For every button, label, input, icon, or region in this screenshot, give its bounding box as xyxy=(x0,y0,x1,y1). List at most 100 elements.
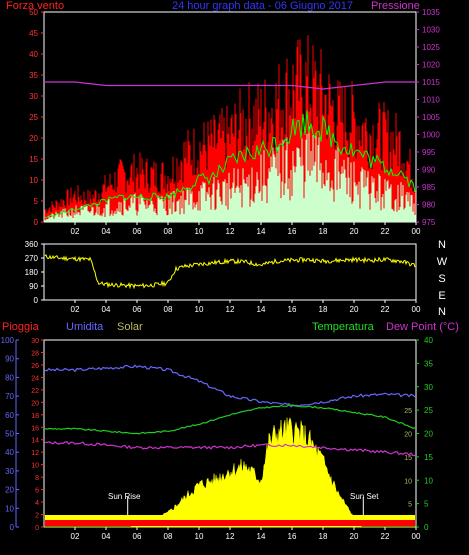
y-right-tick-label: 995 xyxy=(422,148,436,157)
rain-baseline xyxy=(45,520,415,526)
rain-tick-label: 30 xyxy=(31,338,39,345)
direction-label-s: S xyxy=(438,273,446,285)
x-tick-label: 14 xyxy=(257,227,266,236)
humidity-tick-label: 100 xyxy=(1,336,15,345)
rain-tick-label: 16 xyxy=(31,425,39,432)
x-tick-label: 04 xyxy=(102,532,111,541)
temperature-tick-label: 5 xyxy=(424,500,429,509)
temperature-tick-label: 35 xyxy=(424,359,433,368)
rain-tick-label: 0 xyxy=(35,525,39,532)
y-right-tick-label: 1025 xyxy=(422,43,440,52)
y-left-tick-label: 35 xyxy=(29,71,38,80)
x-tick-label: 18 xyxy=(319,227,328,236)
x-tick-label: 16 xyxy=(288,305,297,314)
temperature-tick-label: 20 xyxy=(424,430,433,439)
x-tick-label: 14 xyxy=(257,305,266,314)
x-tick-label: 12 xyxy=(226,532,235,541)
y-right-tick-label: 1000 xyxy=(422,131,440,140)
y-right-tick-label: 990 xyxy=(422,166,436,175)
humidity-tick-label: 10 xyxy=(5,504,14,513)
rain-tick-label: 8 xyxy=(35,475,39,482)
y-right-tick-label: 1030 xyxy=(422,26,440,35)
x-tick-label: 12 xyxy=(226,227,235,236)
x-tick-label: 20 xyxy=(350,305,359,314)
x-tick-label: 08 xyxy=(164,227,173,236)
rain-tick-label: 12 xyxy=(31,450,39,457)
y-right-tick-label: 1020 xyxy=(422,61,440,70)
x-tick-label: 10 xyxy=(195,227,204,236)
y-left-tick-label: 25 xyxy=(29,113,38,122)
x-tick-label: 00 xyxy=(412,305,421,314)
y-tick-label: 90 xyxy=(29,282,38,291)
pressure-axis-title: Pressione xyxy=(371,0,420,12)
y-right-tick-label: 1015 xyxy=(422,78,440,87)
y-right-tick-label: 985 xyxy=(422,183,436,192)
y-right-tick-label: 1035 xyxy=(422,8,440,17)
x-tick-label: 02 xyxy=(71,305,80,314)
y-left-tick-label: 45 xyxy=(29,29,38,38)
x-tick-label: 02 xyxy=(71,532,80,541)
x-tick-label: 10 xyxy=(195,532,204,541)
solar-axis-title: Solar xyxy=(117,321,143,333)
humidity-tick-label: 90 xyxy=(5,355,14,364)
wind-pressure-chart: 0510152025303540455097598098599099510001… xyxy=(29,8,440,236)
y-right-tick-label: 975 xyxy=(422,218,436,227)
x-tick-label: 00 xyxy=(412,532,421,541)
x-tick-label: 02 xyxy=(71,227,80,236)
direction-label-e: E xyxy=(438,290,446,302)
rain-tick-label: 18 xyxy=(31,413,39,420)
solar-baseline xyxy=(45,515,415,520)
y-left-tick-label: 30 xyxy=(29,92,38,101)
wind-average-line xyxy=(44,110,416,218)
y-left-tick-label: 0 xyxy=(34,218,39,227)
plot-frame xyxy=(43,243,417,301)
rain-tick-label: 4 xyxy=(35,500,39,507)
x-tick-label: 14 xyxy=(257,532,266,541)
x-tick-label: 18 xyxy=(319,305,328,314)
x-tick-label: 12 xyxy=(226,305,235,314)
solar-tick-label: 15 xyxy=(404,455,412,462)
y-right-tick-label: 980 xyxy=(422,201,436,210)
x-tick-label: 22 xyxy=(381,227,390,236)
sunrise-label: Sun Rise xyxy=(108,492,141,501)
y-tick-label: 360 xyxy=(25,240,39,249)
x-tick-label: 00 xyxy=(412,227,421,236)
rain-tick-label: 22 xyxy=(31,388,39,395)
direction-label-w: W xyxy=(436,256,448,268)
solar-tick-label: 20 xyxy=(404,432,412,439)
rain-tick-label: 6 xyxy=(35,488,39,495)
x-tick-label: 04 xyxy=(102,227,111,236)
humidity-tick-label: 0 xyxy=(10,523,15,532)
y-left-tick-label: 10 xyxy=(29,176,38,185)
y-left-tick-label: 50 xyxy=(29,8,38,17)
y-left-tick-label: 40 xyxy=(29,50,38,59)
solar-tick-label: 25 xyxy=(404,408,412,415)
pressure-line xyxy=(44,81,416,90)
y-left-tick-label: 5 xyxy=(34,197,39,206)
y-left-tick-label: 15 xyxy=(29,155,38,164)
temperature-line xyxy=(44,404,416,435)
humidity-tick-label: 50 xyxy=(5,430,14,439)
x-tick-label: 16 xyxy=(288,227,297,236)
temperature-tick-label: 15 xyxy=(424,453,433,462)
rain-tick-label: 24 xyxy=(31,375,39,382)
humidity-tick-label: 30 xyxy=(5,467,14,476)
temperature-tick-label: 0 xyxy=(424,523,429,532)
temperature-axis-title: Temperatura xyxy=(312,321,374,333)
rain-tick-label: 2 xyxy=(35,513,39,520)
y-right-tick-label: 1005 xyxy=(422,113,440,122)
humidity-tick-label: 60 xyxy=(5,411,14,420)
temperature-tick-label: 40 xyxy=(424,336,433,345)
x-tick-label: 10 xyxy=(195,305,204,314)
x-tick-label: 06 xyxy=(133,305,142,314)
x-tick-label: 22 xyxy=(381,305,390,314)
wind-speed-series xyxy=(44,126,416,222)
chart-title: 24 hour graph data - 06 Giugno 2017 xyxy=(172,0,354,12)
humidity-tick-label: 80 xyxy=(5,373,14,382)
humidity-line xyxy=(44,364,416,408)
direction-line xyxy=(44,253,416,290)
humidity-tick-label: 20 xyxy=(5,486,14,495)
y-tick-label: 0 xyxy=(34,296,39,305)
humidity-temperature-solar-chart: 0102030405060708090100024681012141618202… xyxy=(1,336,434,541)
